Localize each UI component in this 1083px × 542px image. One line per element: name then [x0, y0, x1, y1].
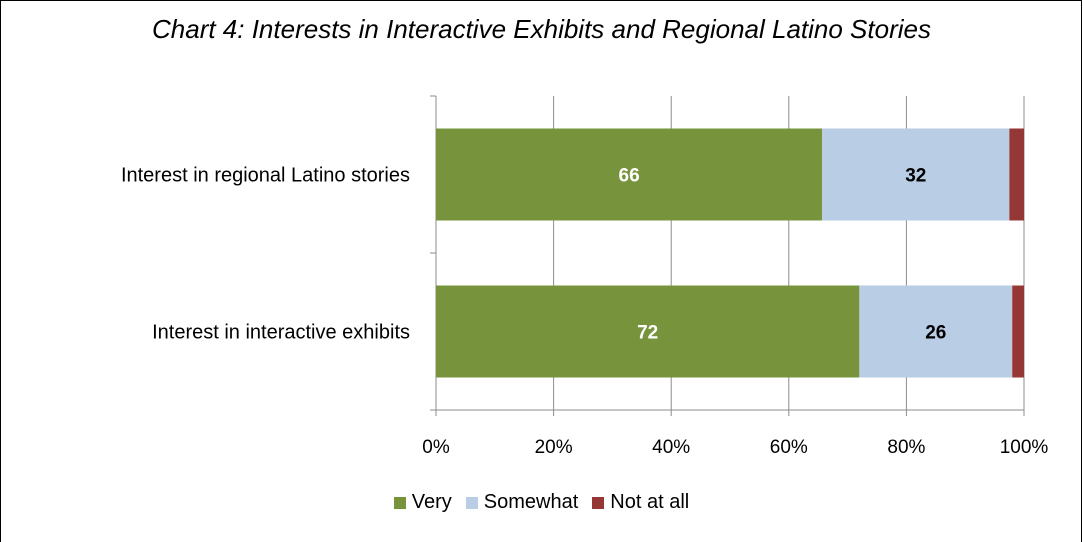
x-tick-label: 0%: [422, 437, 450, 458]
x-tick-label: 40%: [652, 437, 690, 458]
legend-item: Not at all: [592, 491, 689, 514]
bar-segment: [822, 128, 1010, 221]
data-label: 26: [925, 323, 946, 344]
legend-swatch: [465, 496, 478, 509]
category-label: Interest in regional Latino stories: [121, 165, 410, 187]
bar-segment: [859, 285, 1013, 378]
bar-segment: [1009, 128, 1024, 221]
x-tick-label: 20%: [535, 437, 573, 458]
legend-swatch: [592, 496, 605, 509]
legend-item: Somewhat: [465, 491, 579, 514]
legend-item: Very: [393, 491, 452, 514]
bar-segment: [436, 285, 860, 378]
chart-title: Chart 4: Interests in Interactive Exhibi…: [152, 14, 931, 44]
bar-segment: [436, 128, 823, 221]
legend-label: Not at all: [610, 491, 690, 513]
legend-swatch: [393, 496, 406, 509]
bar-segment: [1012, 285, 1024, 378]
x-tick-label: 80%: [887, 437, 925, 458]
data-label: 72: [637, 323, 658, 344]
category-label: Interest in interactive exhibits: [152, 322, 410, 344]
x-tick-label: 100%: [1000, 437, 1049, 458]
chart-legend: Very Somewhat Not at all: [0, 491, 1083, 514]
legend-label: Somewhat: [483, 491, 579, 513]
x-tick-label: 60%: [770, 437, 808, 458]
data-label: 66: [619, 166, 640, 187]
data-label: 32: [905, 166, 926, 187]
legend-label: Very: [411, 491, 452, 513]
